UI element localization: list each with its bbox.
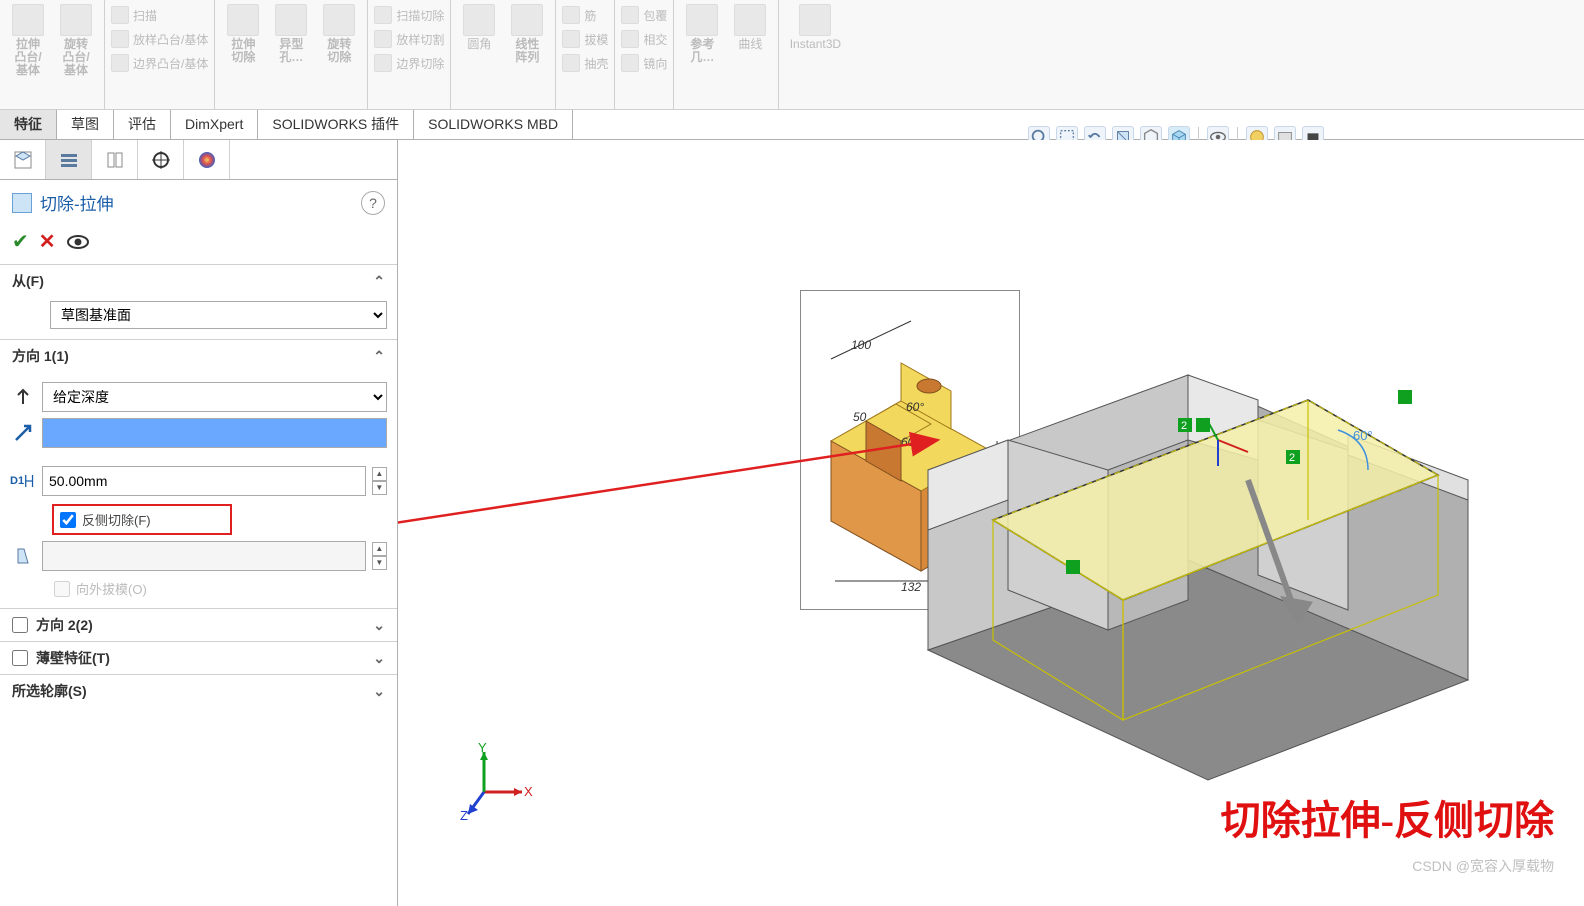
help-button[interactable]: ?: [361, 191, 385, 215]
ribbon-sweep[interactable]: 扫描: [111, 4, 208, 26]
direction-vector-field[interactable]: [42, 418, 387, 448]
ribbon-loft[interactable]: 放样凸台/基体: [111, 28, 208, 50]
pm-tab-dimxpert[interactable]: [138, 140, 184, 179]
pm-tab-property-manager[interactable]: [46, 140, 92, 179]
svg-text:2: 2: [1181, 420, 1187, 432]
watermark: CSDN @宽容入厚载物: [1412, 856, 1554, 876]
svg-text:X: X: [524, 784, 533, 799]
ribbon-extrude-cut[interactable]: 拉伸切除: [221, 4, 265, 64]
svg-text:Y: Y: [478, 742, 487, 755]
flip-side-checkbox[interactable]: 反侧切除(F): [60, 510, 224, 529]
ribbon-shell[interactable]: 抽壳: [562, 52, 608, 74]
ribbon-rib[interactable]: 筋: [562, 4, 608, 26]
svg-text:Z: Z: [460, 808, 468, 822]
pm-title: 切除-拉伸: [40, 190, 353, 215]
draft-icon[interactable]: [10, 543, 36, 569]
cut-extrude-icon: [12, 193, 32, 213]
ribbon-curves[interactable]: 曲线: [728, 4, 772, 64]
draft-angle-field[interactable]: [42, 541, 366, 571]
direction-arrow-icon: [10, 420, 36, 446]
draft-spinner[interactable]: ▲▼: [372, 542, 387, 570]
tab-sw-addins[interactable]: SOLIDWORKS 插件: [258, 110, 414, 139]
pm-tab-config[interactable]: [92, 140, 138, 179]
graphics-viewport[interactable]: 100 50 60° 60° 50 132: [398, 140, 1584, 906]
ok-button[interactable]: ✔: [12, 229, 29, 254]
preview-button[interactable]: [66, 233, 90, 251]
ribbon-boundary-cut[interactable]: 边界切除: [374, 52, 444, 74]
from-select[interactable]: 草图基准面: [50, 301, 387, 329]
annotation-text: 切除拉伸-反侧切除: [1221, 788, 1554, 846]
ribbon-ref-geometry[interactable]: 参考几…: [680, 4, 724, 64]
ribbon-draft[interactable]: 拔模: [562, 28, 608, 50]
ribbon-intersect[interactable]: 相交: [621, 28, 667, 50]
ribbon-revolve-boss[interactable]: 旋转凸台/基体: [54, 4, 98, 77]
tab-evaluate[interactable]: 评估: [114, 110, 171, 139]
cancel-button[interactable]: ✕: [39, 229, 56, 254]
ribbon-linear-pattern[interactable]: 线性阵列: [505, 4, 549, 64]
tab-sw-mbd[interactable]: SOLIDWORKS MBD: [414, 110, 573, 139]
property-manager: 切除-拉伸 ? ✔ ✕ 从(F)⌃ 草图基准面 方向 1(1)⌃ 给定深度: [0, 140, 398, 906]
command-tabbar: 特征 草图 评估 DimXpert SOLIDWORKS 插件 SOLIDWOR…: [0, 110, 1584, 140]
draft-outward-checkbox: 向外拔模(O): [54, 579, 387, 598]
ribbon-instant3d[interactable]: Instant3D: [785, 4, 845, 51]
ribbon-loft-cut[interactable]: 放样切割: [374, 28, 444, 50]
ribbon: 拉伸凸台/基体 旋转凸台/基体 扫描 放样凸台/基体 边界凸台/基体 拉伸切除 …: [0, 0, 1584, 110]
pm-tab-feature-tree[interactable]: [0, 140, 46, 179]
ribbon-fillet[interactable]: 圆角: [457, 4, 501, 64]
section-from-header[interactable]: 从(F)⌃: [0, 265, 397, 297]
ribbon-extrude-boss[interactable]: 拉伸凸台/基体: [6, 4, 50, 77]
reverse-direction-icon[interactable]: [10, 384, 36, 410]
flip-cut-highlight-box: 反侧切除(F): [52, 504, 232, 535]
section-dir2-header[interactable]: 方向 2(2)⌄: [0, 609, 397, 641]
section-dir1-header[interactable]: 方向 1(1)⌃: [0, 340, 397, 372]
tab-sketch[interactable]: 草图: [57, 110, 114, 139]
ribbon-boundary[interactable]: 边界凸台/基体: [111, 52, 208, 74]
view-triad: X Y Z: [454, 742, 534, 822]
depth-icon: D1: [10, 468, 36, 494]
svg-text:60°: 60°: [1353, 428, 1373, 443]
pm-tab-appearance[interactable]: [184, 140, 230, 179]
ribbon-sweep-cut[interactable]: 扫描切除: [374, 4, 444, 26]
end-condition-select[interactable]: 给定深度: [42, 382, 387, 412]
svg-text:2: 2: [1289, 452, 1295, 464]
tab-features[interactable]: 特征: [0, 110, 57, 139]
ribbon-wrap[interactable]: 包覆: [621, 4, 667, 26]
tab-dimxpert[interactable]: DimXpert: [171, 110, 258, 139]
section-contours-header[interactable]: 所选轮廓(S)⌄: [0, 675, 397, 707]
section-thin-header[interactable]: 薄壁特征(T)⌄: [0, 642, 397, 674]
ribbon-hole-wizard[interactable]: 异型孔…: [269, 4, 313, 64]
depth-spinner[interactable]: ▲▼: [372, 467, 387, 495]
ribbon-mirror[interactable]: 镜向: [621, 52, 667, 74]
depth-input[interactable]: [42, 466, 366, 496]
ribbon-revolve-cut[interactable]: 旋转切除: [317, 4, 361, 64]
